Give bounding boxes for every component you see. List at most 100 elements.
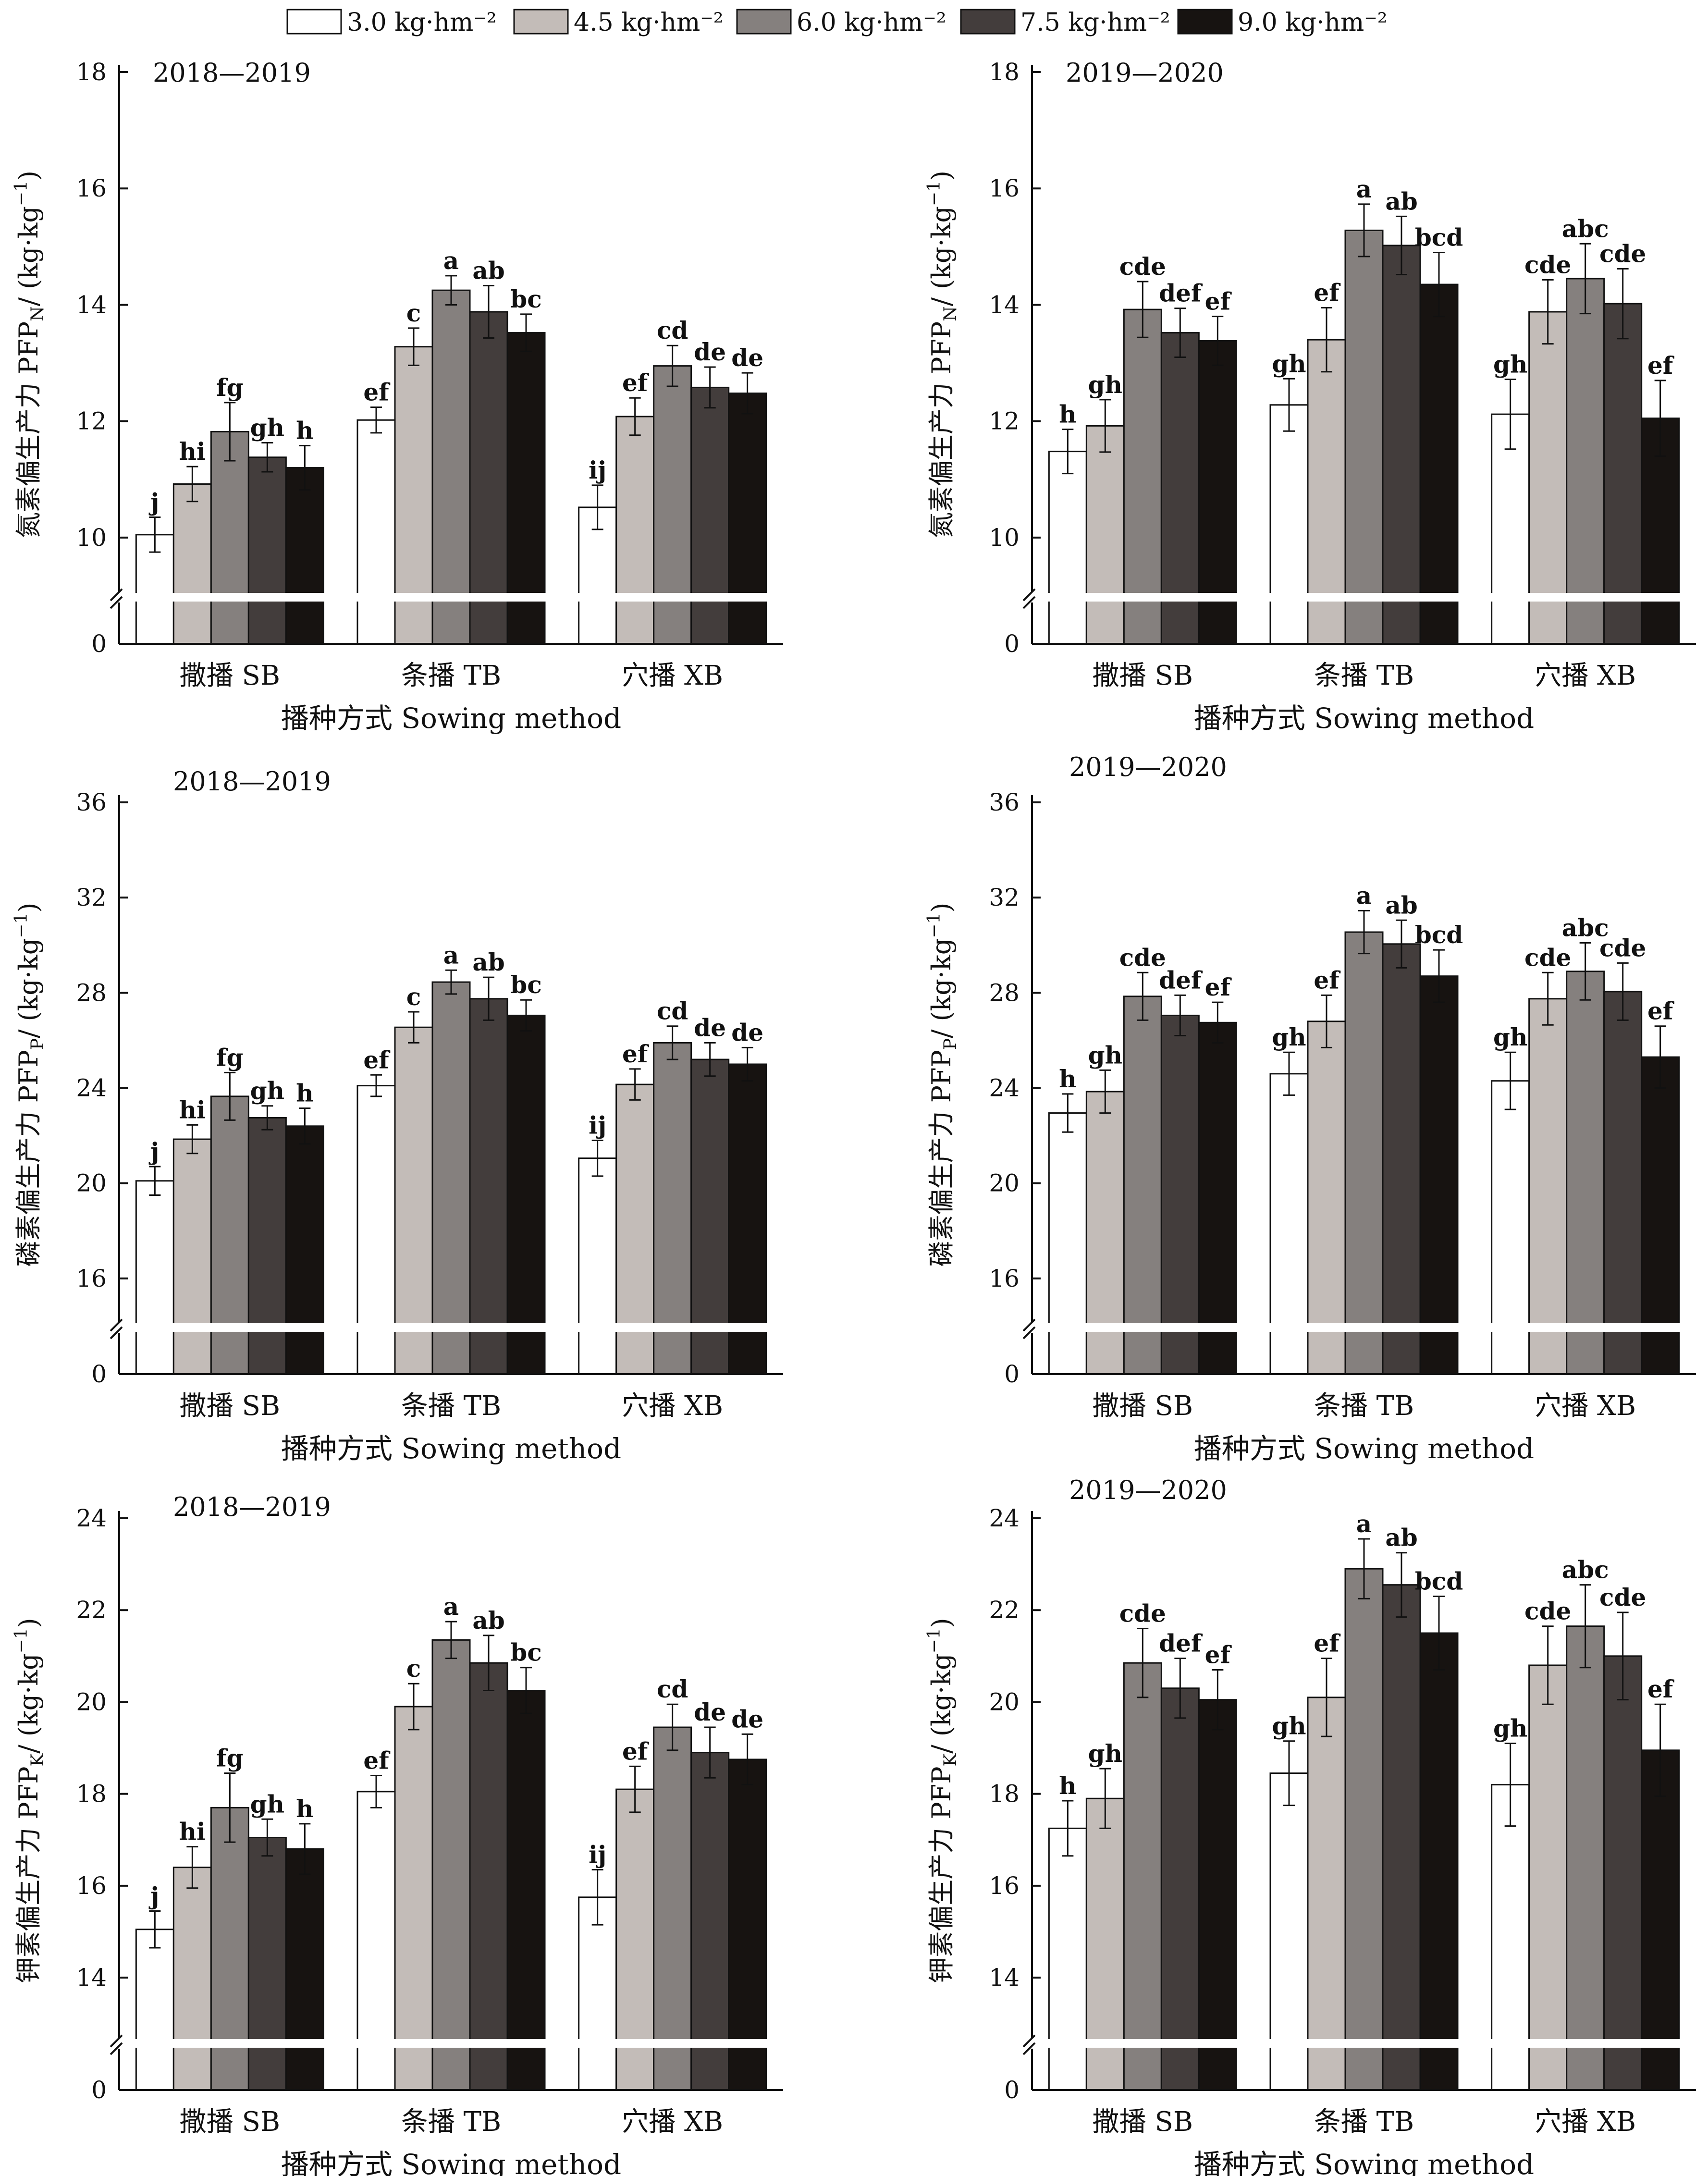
bar [1603,303,1643,645]
bar [1048,1827,1087,2091]
significance-label: abc [1562,913,1609,942]
bar [1528,311,1568,645]
bar [285,1125,324,1375]
y-tick-label: 14 [989,1964,1020,1992]
bar [1419,975,1459,1375]
y-tick-label: 32 [989,884,1020,911]
bar [728,393,767,645]
y-tick-label: 14 [76,291,107,319]
bar [653,1726,692,2091]
significance-label: j [148,1882,159,1910]
axis-break-mark [110,2034,123,2048]
significance-label: fg [216,1043,243,1071]
bar [1382,1584,1421,2091]
bar [1123,996,1162,1375]
y-tick-label: 10 [76,524,107,552]
bar [1160,332,1200,645]
significance-label: cde [1119,943,1166,971]
axis-break-mark [1022,588,1036,602]
y-tick-label: 0 [1004,630,1020,658]
significance-label: ef [1314,966,1341,994]
bar [1344,1568,1384,2091]
significance-label: ef [363,1045,391,1074]
significance-label: bc [510,971,541,999]
y-axis-title: 钾素偏生产力 PFPK/ (kg·kg−1) [924,1618,960,1983]
significance-label: h [1059,400,1076,429]
y-tick-label: 0 [91,1360,107,1388]
y-tick-label: 0 [1004,1360,1020,1388]
significance-label: c [406,1654,421,1683]
significance-label: c [406,983,421,1011]
significance-label: cde [1119,252,1166,281]
category-label: 穴播 XB [622,660,723,691]
axis-break-mark [1022,2042,1036,2055]
significance-label: cde [1599,934,1646,962]
significance-label: bcd [1415,223,1463,251]
y-tick-label: 36 [989,788,1020,816]
y-tick-label: 36 [76,788,107,816]
significance-label: ef [1647,997,1675,1025]
bar [506,332,546,645]
significance-label: ab [1385,891,1417,919]
y-tick-label: 16 [989,174,1020,202]
axis-break-mark [110,588,123,602]
significance-label: gh [250,1077,284,1105]
significance-label: ef [1205,1641,1232,1669]
significance-label: ef [1647,351,1675,380]
y-tick-label: 18 [76,58,107,86]
y-axis-title: 氮素偏生产力 PFPN/ (kg·kg−1) [12,171,48,538]
y-tick-label: 22 [989,1596,1020,1624]
bar [1641,1749,1680,2091]
significance-label: ab [472,1606,504,1635]
bar [469,1662,508,2091]
axis-break-mark [1022,1318,1036,1332]
significance-label: ef [1205,973,1232,1001]
bar [1382,245,1421,645]
bar [1566,278,1605,645]
bar [247,1837,287,2091]
panel-title: 2019—2020 [1069,1475,1227,1505]
significance-label: cde [1524,1597,1571,1625]
bar [247,456,287,645]
bar [578,1896,617,2091]
significance-label: bcd [1415,1567,1463,1596]
significance-label: bcd [1415,921,1463,949]
legend-swatch [286,9,342,35]
category-label: 条播 TB [401,2106,501,2138]
bar [690,386,730,645]
y-tick-label: 16 [989,1265,1020,1292]
bar [690,1058,730,1375]
bar [1382,943,1421,1375]
y-tick-label: 16 [76,1872,107,1900]
axis-break-mark [1022,1326,1036,1340]
bar [135,1180,174,1375]
bar [1641,1056,1680,1375]
bar [1566,1625,1605,2091]
category-label: 撒播 SB [180,1390,280,1422]
significance-label: j [148,488,159,516]
bar [1048,1112,1087,1375]
bar [172,483,212,645]
significance-label: cde [1119,1599,1166,1627]
significance-label: a [1356,175,1372,203]
bar [285,467,324,645]
significance-label: gh [1493,1023,1527,1051]
legend-swatch [960,9,1016,35]
significance-label: cd [657,316,688,344]
significance-label: fg [216,1744,243,1772]
category-label: 穴播 XB [622,1390,723,1422]
x-axis-title: 播种方式 Sowing method [1194,2148,1534,2176]
bar [1419,283,1459,645]
significance-label: a [443,1592,459,1621]
y-tick-label: 32 [76,884,107,911]
significance-label: gh [1088,1739,1122,1768]
y-tick-label: 0 [91,630,107,658]
bar [394,1706,433,2091]
significance-label: gh [250,1790,284,1818]
axis-break-band [121,1323,783,1332]
y-tick-label: 24 [989,1074,1020,1102]
